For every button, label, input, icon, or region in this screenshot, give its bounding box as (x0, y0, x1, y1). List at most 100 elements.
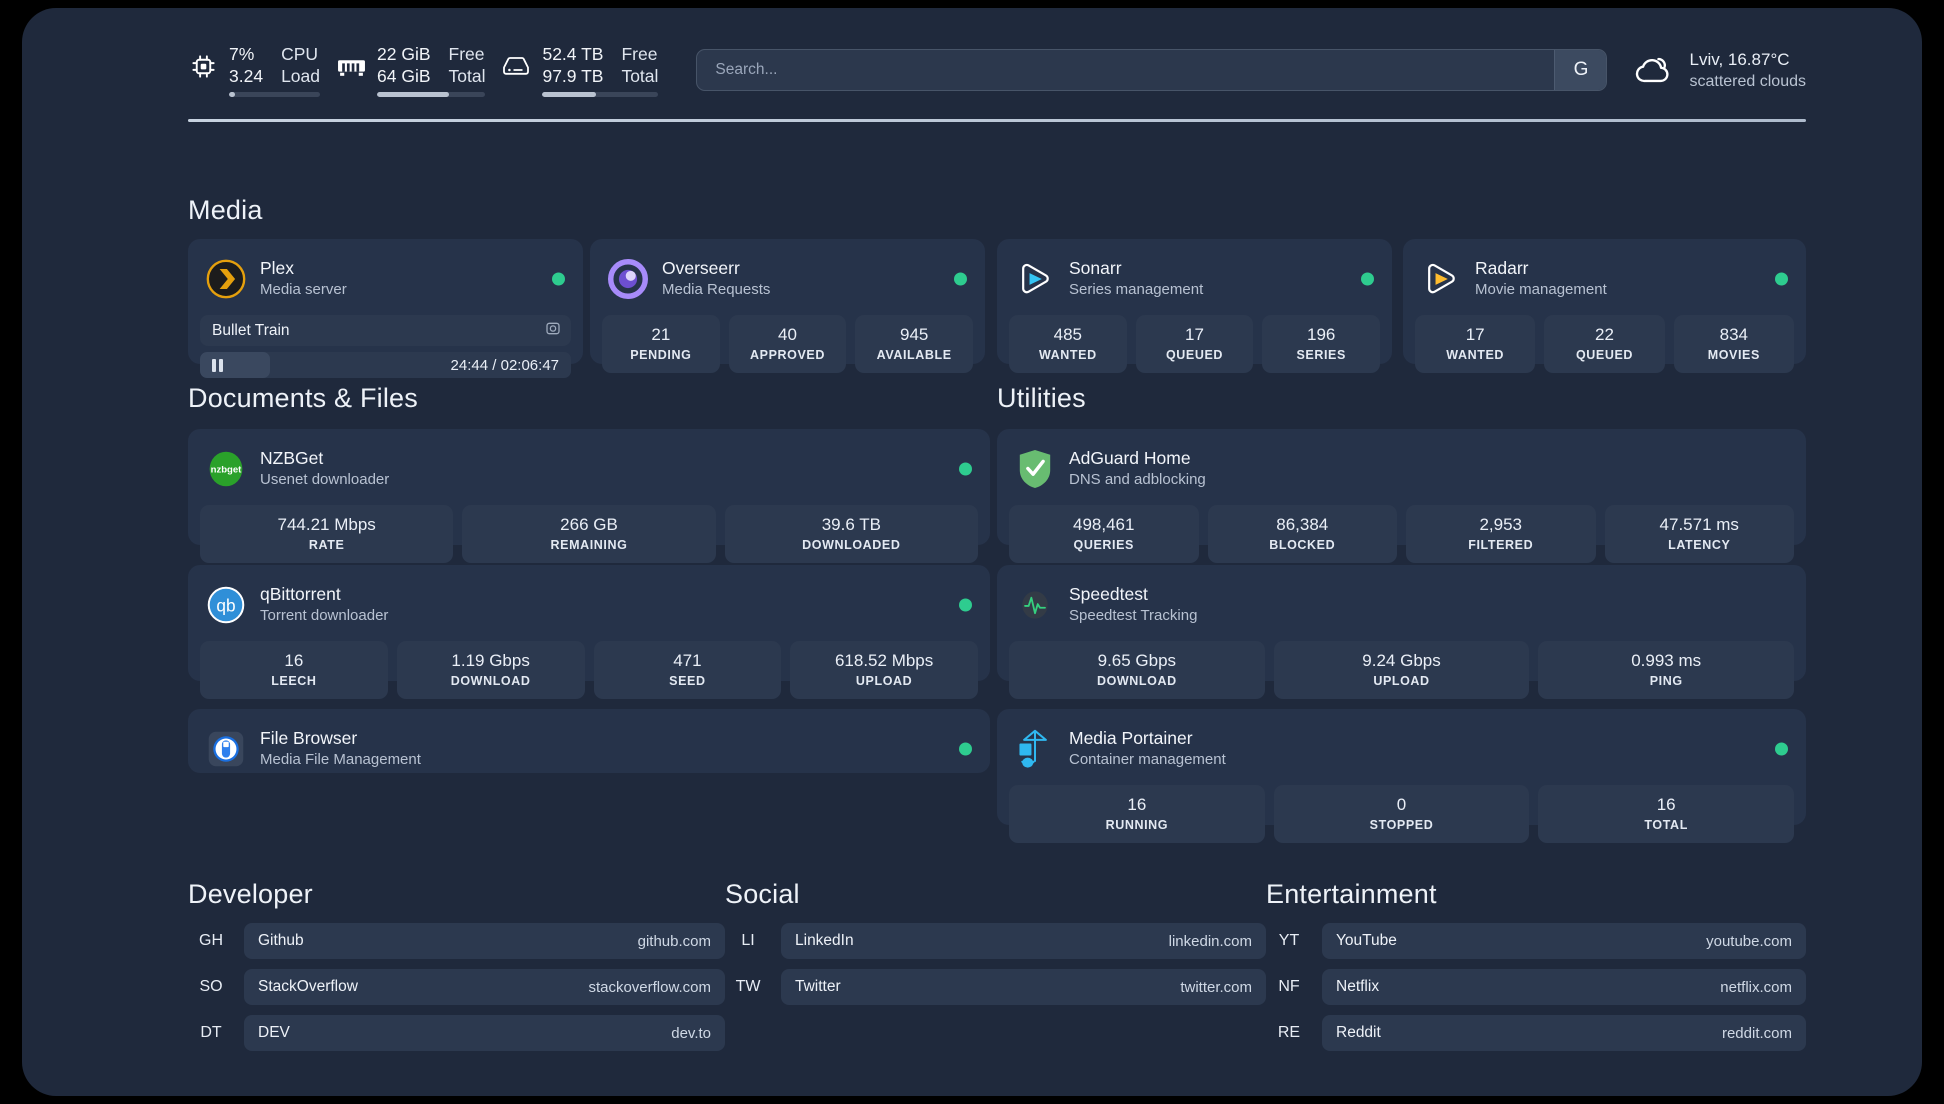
bookmark-link[interactable]: LinkedIn linkedin.com (781, 923, 1266, 959)
now-playing-progress[interactable]: 24:44 / 02:06:47 (200, 352, 571, 378)
service-card-overseerr[interactable]: Overseerr Media Requests 21 PENDING 40 A… (590, 239, 985, 373)
card-subtitle: Media Requests (662, 281, 771, 298)
stat-tile-label: WANTED (1038, 348, 1097, 362)
stat-tile-label: REMAINING (550, 538, 628, 552)
stat-tile-label: AVAILABLE (876, 348, 952, 362)
stat-label-secondary: Total (448, 66, 486, 86)
card-title: Overseerr (662, 258, 740, 278)
cast-icon[interactable] (545, 320, 561, 341)
bookmark-link[interactable]: Netflix netflix.com (1322, 969, 1806, 1005)
search-area: G (696, 49, 1608, 91)
stat-tile-value: 16 (284, 651, 304, 670)
stat-tile: 0 STOPPED (1273, 785, 1530, 843)
stat-tile-value: 266 GB (560, 515, 618, 534)
stat-tile-label: TOTAL (1644, 818, 1688, 832)
stat-tile-label: RUNNING (1105, 818, 1169, 832)
card-titles: Media Portainer Container management (1069, 727, 1226, 770)
bookmark-name: Github (258, 932, 304, 949)
stat-tile-label: DOWNLOAD (450, 674, 531, 688)
card-header: Radarr Movie management (1415, 251, 1794, 306)
stat-values: 52.4 TB 97.9 TB (542, 43, 603, 87)
status-badge (1361, 272, 1374, 285)
bookmark-abbr: NF (1278, 978, 1300, 995)
stat-tile-label: STOPPED (1369, 818, 1434, 832)
card-title: Radarr (1475, 258, 1529, 278)
card-header: Plex Media server (200, 251, 571, 306)
stat-tile-value: 945 (899, 325, 929, 344)
bookmark-link[interactable]: YouTube youtube.com (1322, 923, 1806, 959)
bookmark-group: LI LinkedIn linkedin.com TW Twitter twit… (725, 923, 1266, 1015)
stat-tile: 17 WANTED (1415, 315, 1536, 373)
time-separator: / (492, 356, 497, 374)
card-subtitle: Movie management (1475, 281, 1607, 298)
service-card-sonarr[interactable]: Sonarr Series management 485 WANTED 17 Q… (997, 239, 1392, 373)
bookmark-link[interactable]: DEV dev.to (244, 1015, 725, 1051)
google-icon[interactable]: G (1554, 50, 1607, 90)
card-title: NZBGet (260, 448, 324, 468)
bookmark-row: DT DEV dev.to (188, 1015, 725, 1051)
bookmark-row: GH Github github.com (188, 923, 725, 959)
bookmark-name: LinkedIn (795, 932, 854, 949)
stat-tile: 16 LEECH (200, 641, 388, 699)
bookmark-link[interactable]: Github github.com (244, 923, 725, 959)
stat-tile: 47.571 ms LATENCY (1604, 505, 1794, 563)
card-title: AdGuard Home (1069, 448, 1191, 468)
service-card-qbittorrent[interactable]: qb qBittorrent Torrent downloader 16 LEE… (188, 565, 990, 699)
stat-progress-bar (542, 92, 659, 97)
stat-body: 52.4 TB 97.9 TB Free Total (542, 43, 659, 97)
adguard-icon (1015, 449, 1055, 489)
stat-tile-label: APPROVED (750, 348, 825, 362)
card-header: Sonarr Series management (1009, 251, 1380, 306)
search-box[interactable]: G (696, 49, 1608, 91)
service-card-radarr[interactable]: Radarr Movie management 17 WANTED 22 QUE… (1403, 239, 1806, 373)
bookmark-link[interactable]: Twitter twitter.com (781, 969, 1266, 1005)
card-titles: Speedtest Speedtest Tracking (1069, 583, 1197, 626)
stat-label-secondary: Load (281, 66, 320, 86)
pause-icon[interactable] (212, 358, 223, 372)
weather-text: Lviv, 16.87°C scattered clouds (1689, 48, 1806, 93)
card-titles: Plex Media server (260, 257, 347, 300)
stat-tile: 196 SERIES (1262, 315, 1381, 373)
service-card-file-browser[interactable]: File Browser Media File Management (188, 709, 990, 773)
bookmark-name: Twitter (795, 978, 841, 995)
stat-tile-value: 471 (673, 651, 702, 670)
stat-tile-value: 9.24 Gbps (1362, 651, 1441, 670)
card-titles: AdGuard Home DNS and adblocking (1069, 447, 1206, 490)
service-card-speedtest[interactable]: Speedtest Speedtest Tracking 9.65 Gbps D… (997, 565, 1806, 699)
stat-tile: 9.24 Gbps UPLOAD (1273, 641, 1530, 699)
status-badge (959, 462, 972, 475)
stat-tile-label: FILTERED (1468, 538, 1534, 552)
stat-tile: 39.6 TB DOWNLOADED (724, 505, 978, 563)
bookmark-abbr: GH (199, 932, 223, 949)
service-card-plex[interactable]: Plex Media server Bullet Train 24:44 (188, 239, 583, 378)
stat-tile: 834 MOVIES (1673, 315, 1794, 373)
bookmark-url: reddit.com (1721, 1024, 1792, 1042)
now-playing-time: 24:44 / 02:06:47 (451, 357, 559, 374)
card-titles: NZBGet Usenet downloader (260, 447, 389, 490)
card-header: AdGuard Home DNS and adblocking (1009, 441, 1794, 496)
bookmark-url: youtube.com (1706, 932, 1792, 950)
stat-tile-label: UPLOAD (1373, 674, 1430, 688)
bookmark-link[interactable]: StackOverflow stackoverflow.com (244, 969, 725, 1005)
card-stats: 498,461 QUERIES 86,384 BLOCKED 2,953 FIL… (1009, 505, 1794, 563)
card-subtitle: Torrent downloader (260, 607, 389, 624)
bookmark-abbr: LI (741, 932, 755, 949)
service-card-adguard-home[interactable]: AdGuard Home DNS and adblocking 498,461 … (997, 429, 1806, 563)
service-card-media-portainer[interactable]: Media Portainer Container management 16 … (997, 709, 1806, 843)
bookmark-link[interactable]: Reddit reddit.com (1322, 1015, 1806, 1051)
service-card-nzbget[interactable]: nzbget NZBGet Usenet downloader 744.21 M… (188, 429, 990, 563)
card-header: Media Portainer Container management (1009, 721, 1794, 776)
stat-tile: 471 SEED (593, 641, 782, 699)
card-subtitle: Series management (1069, 281, 1204, 298)
card-stats: 485 WANTED 17 QUEUED 196 SERIES (1009, 315, 1381, 373)
search-input[interactable] (697, 50, 1555, 90)
stat-tile: 17 QUEUED (1135, 315, 1254, 373)
stat-label-primary: Free (448, 44, 485, 64)
stat-tile-value: 40 (778, 325, 797, 344)
card-stats: 744.21 Mbps RATE 266 GB REMAINING 39.6 T… (200, 505, 978, 563)
card-subtitle: Container management (1069, 751, 1226, 768)
bookmark-group: GH Github github.com SO StackOverflow st… (188, 923, 725, 1061)
card-header: Overseerr Media Requests (602, 251, 973, 306)
stat-progress-bar (377, 92, 486, 97)
bookmark-url: dev.to (671, 1024, 711, 1042)
